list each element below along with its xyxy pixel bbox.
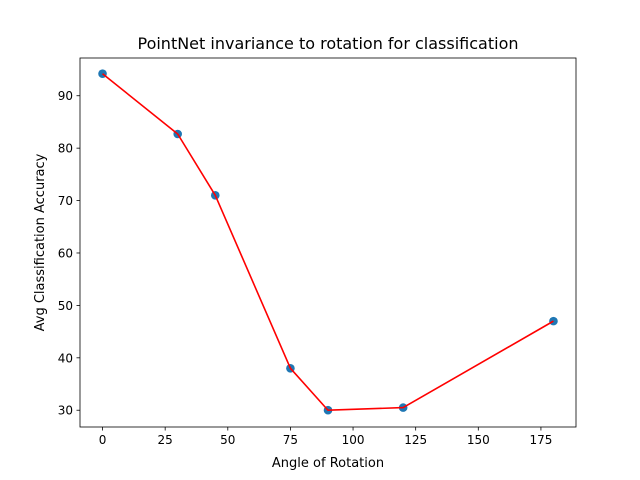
y-tick-label: 70 [58, 194, 73, 208]
x-axis-label: Angle of Rotation [272, 456, 384, 471]
axes-frame [79, 57, 577, 428]
y-tick-label: 40 [58, 351, 73, 365]
y-tick-label: 90 [58, 89, 73, 103]
chart-title: PointNet invariance to rotation for clas… [137, 34, 518, 53]
x-tick-label: 0 [99, 433, 107, 447]
y-tick-label: 80 [58, 142, 73, 156]
x-axis-ticks: 0 25 50 75 100 125 150 175 [99, 427, 552, 447]
x-tick-label: 50 [220, 433, 235, 447]
x-tick-label: 175 [529, 433, 552, 447]
x-tick-label: 100 [342, 433, 365, 447]
y-axis-ticks: 30 40 50 60 70 80 90 [58, 89, 80, 418]
y-tick-label: 50 [58, 299, 73, 313]
plot-area [98, 69, 558, 415]
y-axis-label: Avg Classification Accuracy [33, 153, 48, 331]
x-tick-label: 150 [467, 433, 490, 447]
x-tick-label: 75 [283, 433, 298, 447]
y-tick-label: 30 [58, 404, 73, 418]
x-tick-label: 25 [158, 433, 173, 447]
y-tick-label: 60 [58, 246, 73, 260]
x-tick-label: 125 [404, 433, 427, 447]
series-line [102, 73, 554, 412]
